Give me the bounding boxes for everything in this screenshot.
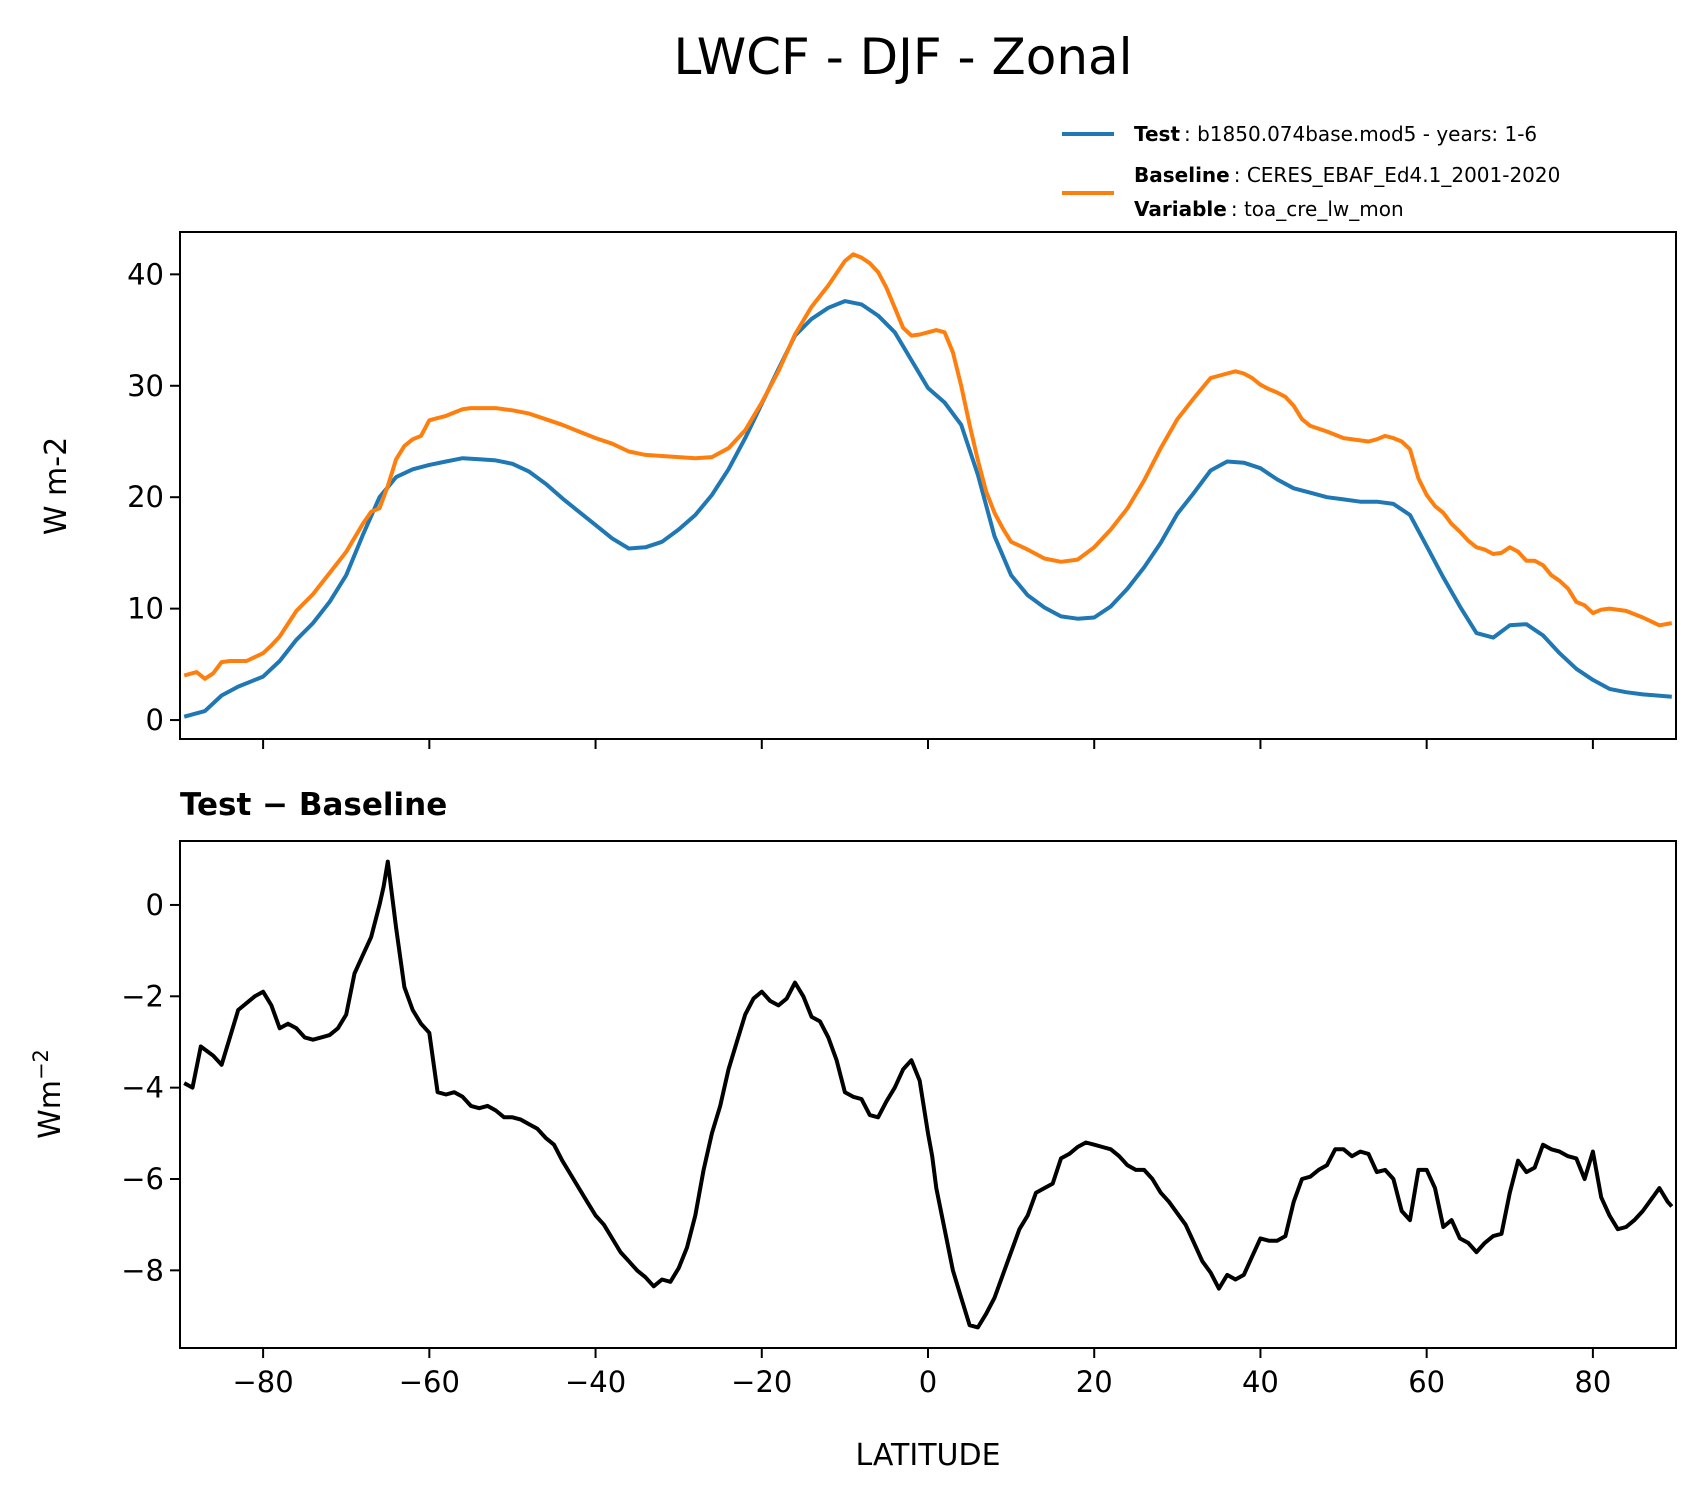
series-line-test	[183, 299, 1672, 719]
legend-variable-bold: Variable	[1134, 197, 1227, 221]
x-tick-label: 80	[1574, 1365, 1611, 1399]
top-y-tick-label: 0	[146, 703, 164, 737]
x-tick-label: −40	[565, 1365, 626, 1399]
legend-variable-text: : toa_cre_lw_mon	[1231, 197, 1404, 221]
bottom-y-tick-label: −2	[121, 979, 164, 1013]
x-tick-label: 0	[919, 1365, 937, 1399]
legend-baseline-text: : CERES_EBAF_Ed4.1_2001-2020	[1234, 163, 1561, 187]
x-tick-label: −80	[233, 1365, 294, 1399]
x-tick-label: 40	[1242, 1365, 1279, 1399]
top-y-tick-label: 10	[127, 592, 164, 626]
top-panel: 0 10 20 30 40 W m-2	[39, 231, 1677, 749]
legend: Test: b1850.074base.mod5 - years: 1-6 Ba…	[1062, 122, 1560, 221]
top-y-tick-label: 20	[127, 480, 164, 514]
top-y-tick-label: 40	[127, 257, 164, 291]
legend-variable-entry: Variable: toa_cre_lw_mon	[1134, 197, 1404, 221]
bottom-y-axis-label-base: Wm	[33, 1080, 68, 1139]
series-line-baseline	[183, 252, 1673, 681]
legend-baseline-entry: Baseline: CERES_EBAF_Ed4.1_2001-2020	[1134, 163, 1560, 187]
legend-test-text: : b1850.074base.mod5 - years: 1-6	[1184, 122, 1537, 146]
legend-test-entry: Test: b1850.074base.mod5 - years: 1-6	[1134, 122, 1537, 146]
top-plot-frame	[179, 231, 1677, 740]
bottom-panel-title: Test − Baseline	[180, 787, 447, 823]
top-y-tick-label: 30	[127, 369, 164, 403]
bottom-y-tick-label: −4	[121, 1071, 164, 1105]
legend-baseline-bold: Baseline	[1134, 163, 1230, 187]
bottom-y-axis-label: Wm−2	[29, 1049, 68, 1139]
bottom-y-tick-label: 0	[146, 888, 164, 922]
x-tick-label: −60	[399, 1365, 460, 1399]
bottom-panel: Test − Baseline −80 −60 −40 −20 0 20 40 60 80 0 −2…	[29, 787, 1677, 1473]
legend-test-bold: Test	[1134, 122, 1180, 146]
top-y-axis-label: W m-2	[39, 437, 74, 535]
x-axis-label: LATITUDE	[855, 1438, 1000, 1473]
bottom-y-tick-label: −8	[121, 1253, 164, 1287]
x-tick-label: 60	[1408, 1365, 1445, 1399]
x-tick-label: 20	[1076, 1365, 1113, 1399]
bottom-y-axis-label-sup: −2	[29, 1049, 53, 1080]
figure-title: LWCF - DJF - Zonal	[673, 28, 1132, 86]
bottom-y-tick-label: −6	[121, 1162, 164, 1196]
series-line-test-baseline	[183, 859, 1674, 1330]
bottom-plot-frame	[179, 840, 1677, 1349]
x-tick-label: −20	[731, 1365, 792, 1399]
